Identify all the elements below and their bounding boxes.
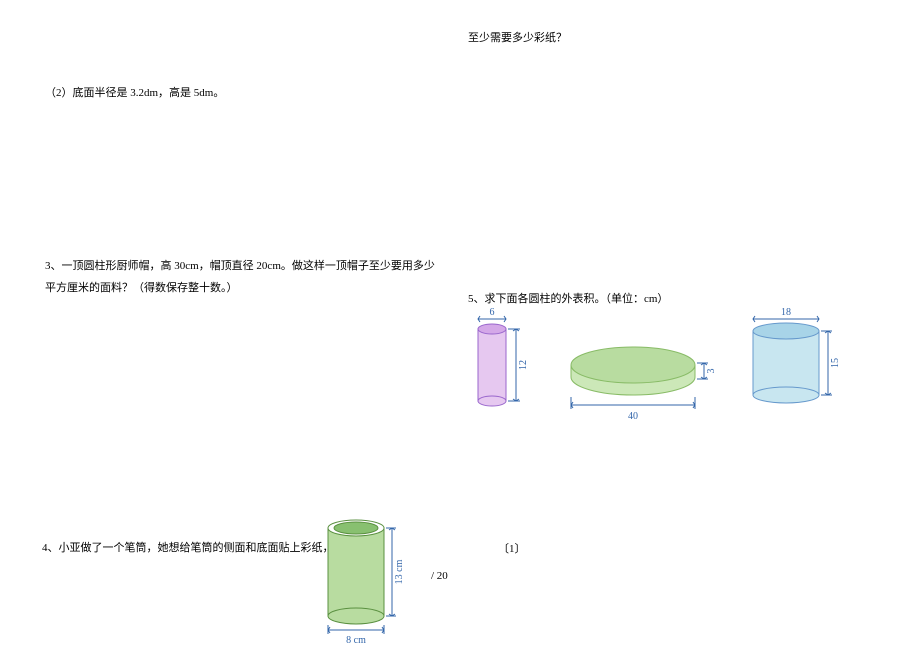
cyl1-top-label: 6 — [490, 307, 495, 318]
cyl3-top-label: 18 — [781, 307, 791, 318]
q3-line2: 平方厘米的面料？（得数保存整十数。） — [45, 279, 238, 295]
q4-bottom-label: 8 cm — [346, 635, 366, 645]
cyl2-side-label: 3 — [706, 369, 717, 374]
q4-marker: 〔1〕 — [498, 540, 526, 556]
q3-line1: 3、一顶圆柱形厨师帽，高 30cm，帽顶直径 20cm。做这样一顶帽子至少要用多… — [45, 257, 435, 273]
cyl2-bottom-label: 40 — [628, 411, 638, 422]
q5-text: 5、求下面各圆柱的外表积。（单位：cm） — [468, 290, 668, 306]
q2-text: （2）底面半径是 3.2dm，高是 5dm。 — [45, 84, 224, 100]
q5-figures: 6 12 3 40 — [468, 305, 888, 425]
header-right-text: 至少需要多少彩纸？ — [468, 29, 567, 45]
cylinder-3: 18 15 — [753, 307, 841, 403]
cyl1-side-label: 12 — [518, 360, 529, 370]
q4-figure: 13 cm 8 cm — [310, 510, 430, 645]
cylinder-2: 3 40 — [571, 347, 717, 422]
cyl3-side-label: 15 — [830, 358, 841, 368]
q4-side-label: 13 cm — [394, 559, 405, 584]
q4-text: 4、小亚做了一个笔筒，她想给笔筒的侧面和底面贴上彩纸， — [42, 539, 334, 555]
cylinder-1: 6 12 — [478, 307, 529, 406]
page-number: / 20 — [431, 570, 448, 582]
